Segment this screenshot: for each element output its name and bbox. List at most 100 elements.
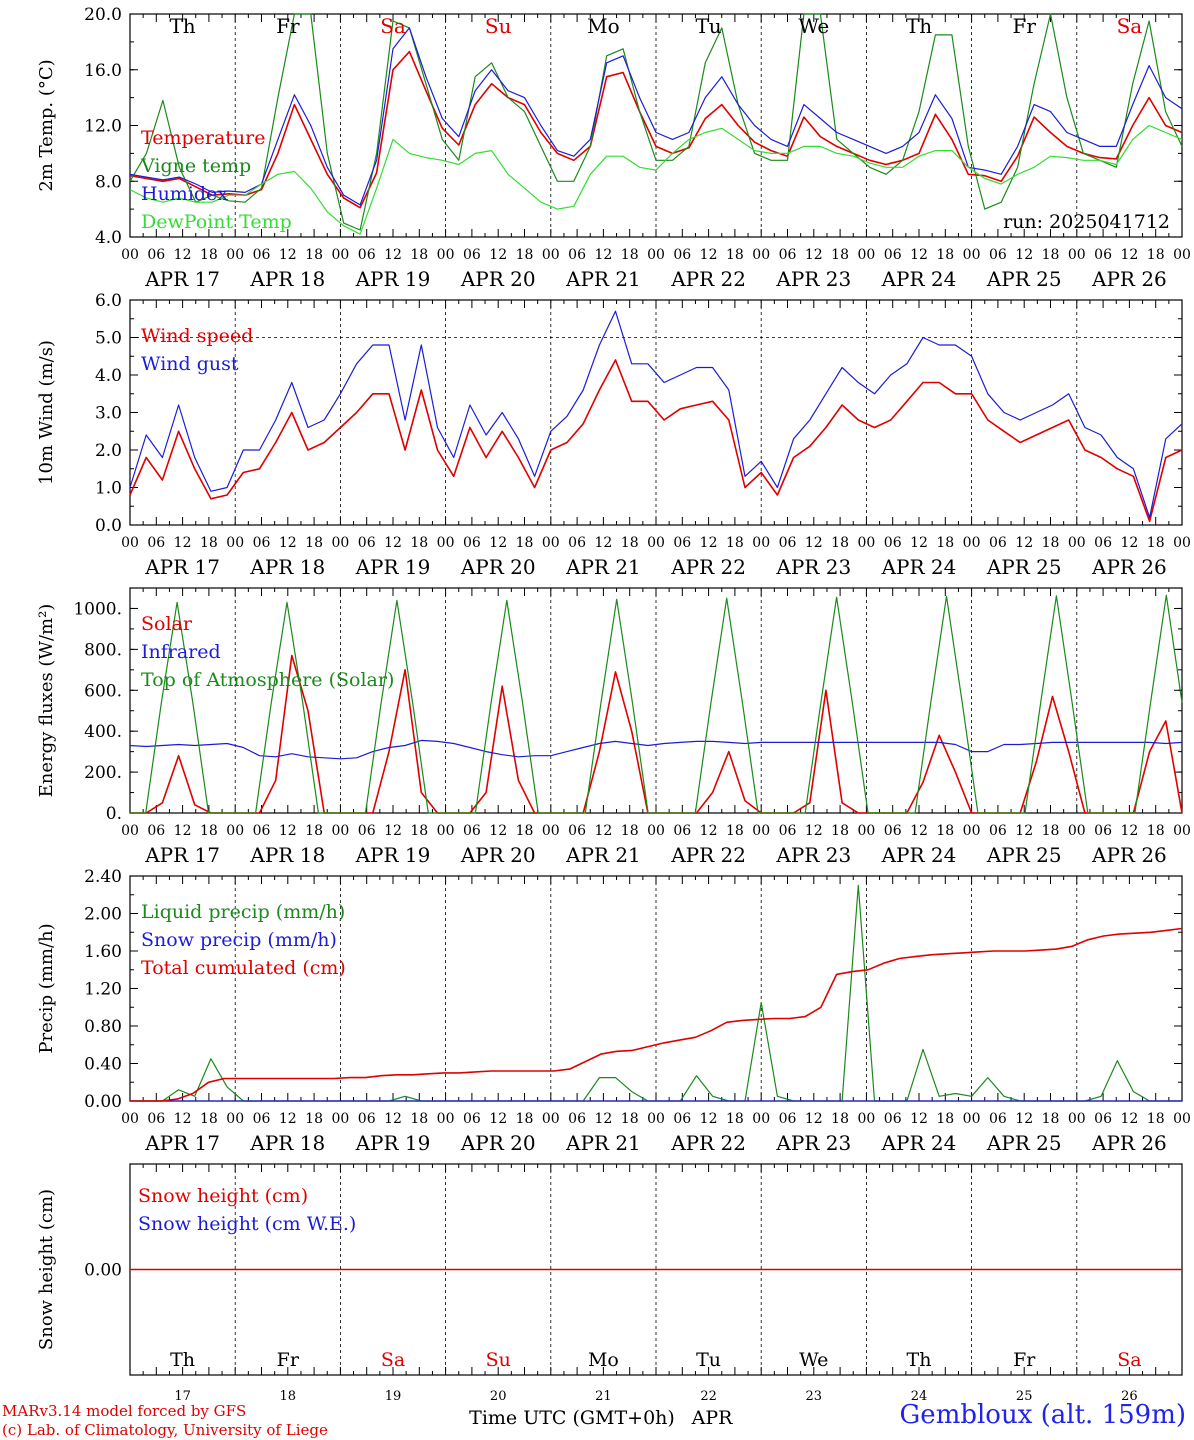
hour-tick-label: 06: [989, 823, 1007, 839]
hour-tick-label: 00: [437, 823, 455, 839]
panel-4: [129, 875, 1183, 1102]
model-credit: MARv3.14 model forced by GFS: [2, 1402, 247, 1420]
hour-tick-label: 18: [936, 535, 954, 551]
hour-tick-label: 06: [358, 823, 376, 839]
hour-tick-label: 12: [805, 823, 823, 839]
y-tick-label: 0.40: [84, 1055, 122, 1075]
hour-tick-label: 06: [989, 1111, 1007, 1127]
day-number: 18: [280, 1389, 297, 1404]
hour-tick-label: 18: [516, 1111, 534, 1127]
hour-tick-label: 00: [226, 247, 244, 263]
hour-tick-label: 18: [1042, 247, 1060, 263]
day-date-label: APR 24: [881, 267, 957, 291]
hour-tick-label: 18: [200, 247, 218, 263]
hour-tick-label: 06: [884, 535, 902, 551]
plot-frame: [129, 299, 1183, 526]
day-date-label: APR 20: [460, 1131, 536, 1155]
y-tick-label: 0.00: [84, 1261, 122, 1281]
weekday-label: Fr: [1013, 1349, 1036, 1371]
day-date-label: APR 24: [881, 555, 957, 579]
hour-tick-label: 06: [779, 823, 797, 839]
weekday-label: Tu: [696, 1349, 721, 1371]
legend-entry: Top of Atmosphere (Solar): [141, 669, 394, 691]
hour-tick-label: 00: [542, 1111, 560, 1127]
hour-tick-label: 06: [1094, 247, 1112, 263]
y-axis-label: Snow height (cm): [36, 1189, 57, 1350]
y-tick-label: 3.0: [95, 404, 122, 424]
legend-entry: DewPoint Temp: [141, 211, 292, 233]
y-tick-label: 5.0: [95, 329, 122, 349]
day-date-label: APR 22: [670, 267, 746, 291]
hour-tick-label: 12: [489, 535, 507, 551]
hour-tick-label: 06: [463, 1111, 481, 1127]
hour-tick-label: 18: [1042, 535, 1060, 551]
day-date-label: APR 20: [460, 267, 536, 291]
y-tick-label: 16.0: [84, 61, 122, 81]
hour-tick-label: 06: [147, 823, 165, 839]
day-date-label: APR 23: [775, 267, 851, 291]
weekday-label: Su: [485, 14, 512, 38]
hour-tick-label: 00: [121, 535, 139, 551]
day-date-label: APR 26: [1091, 555, 1167, 579]
y-axis-label: Energy fluxes (W/m²): [36, 604, 57, 798]
day-date-label: APR 23: [775, 555, 851, 579]
day-date-label: APR 17: [144, 267, 220, 291]
lab-credit: (c) Lab. of Climatology, University of L…: [2, 1421, 328, 1439]
hour-tick-label: 00: [226, 535, 244, 551]
day-number: 21: [595, 1389, 612, 1404]
panel-2: [129, 299, 1183, 526]
hour-tick-label: 18: [621, 247, 639, 263]
y-tick-label: 200.: [84, 763, 122, 783]
hour-tick-label: 00: [121, 823, 139, 839]
day-date-label: APR 19: [355, 267, 431, 291]
run-label: run: 2025041712: [1003, 211, 1170, 233]
hour-tick-label: 00: [857, 535, 875, 551]
hour-tick-label: 00: [963, 1111, 981, 1127]
weekday-label: Sa: [1117, 1349, 1141, 1371]
hour-tick-label: 06: [673, 535, 691, 551]
y-tick-label: 2.0: [95, 441, 122, 461]
hour-tick-label: 18: [831, 247, 849, 263]
hour-tick-label: 00: [437, 535, 455, 551]
hour-tick-label: 00: [857, 247, 875, 263]
hour-tick-label: 12: [174, 247, 192, 263]
panel-1: [129, 13, 1183, 238]
series-line-vigne-temp: [129, 13, 1183, 231]
hour-tick-label: 12: [700, 247, 718, 263]
hour-tick-label: 00: [226, 823, 244, 839]
time-axis-label: Time UTC (GMT+0h): [469, 1407, 675, 1429]
day-date-label: APR 21: [565, 267, 641, 291]
y-tick-label: 1000.: [73, 599, 122, 619]
day-number: 25: [1016, 1389, 1033, 1404]
day-date-label: APR 24: [881, 1131, 957, 1155]
hour-tick-label: 00: [752, 1111, 770, 1127]
y-tick-label: 1.0: [95, 479, 122, 499]
hour-tick-label: 00: [1173, 1111, 1191, 1127]
legend-entry: Temperature: [141, 127, 265, 149]
series-line-wind-speed: [129, 359, 1183, 523]
y-tick-label: 4.0: [95, 228, 122, 248]
hour-tick-label: 12: [489, 247, 507, 263]
hour-tick-label: 12: [489, 1111, 507, 1127]
day-date-label: APR 22: [670, 1131, 746, 1155]
y-tick-label: 400.: [84, 722, 122, 742]
hour-tick-label: 12: [805, 1111, 823, 1127]
y-tick-label: 2.00: [84, 905, 122, 925]
hour-tick-label: 18: [410, 535, 428, 551]
hour-tick-label: 12: [700, 1111, 718, 1127]
hour-tick-label: 06: [1094, 823, 1112, 839]
hour-tick-label: 12: [1120, 535, 1138, 551]
hour-tick-label: 18: [621, 1111, 639, 1127]
hour-tick-label: 12: [594, 1111, 612, 1127]
day-date-label: APR 25: [986, 1131, 1062, 1155]
hour-tick-label: 06: [1094, 1111, 1112, 1127]
series-line-humidex: [129, 27, 1183, 206]
day-date-label: APR 19: [355, 555, 431, 579]
hour-tick-label: 12: [805, 535, 823, 551]
hour-tick-label: 12: [384, 1111, 402, 1127]
panel-3: [129, 587, 1183, 814]
series-line-total-cumulated-cm-: [130, 927, 1183, 1102]
hour-tick-label: 12: [174, 535, 192, 551]
y-tick-label: 0.0: [95, 516, 122, 536]
hour-tick-label: 06: [147, 535, 165, 551]
